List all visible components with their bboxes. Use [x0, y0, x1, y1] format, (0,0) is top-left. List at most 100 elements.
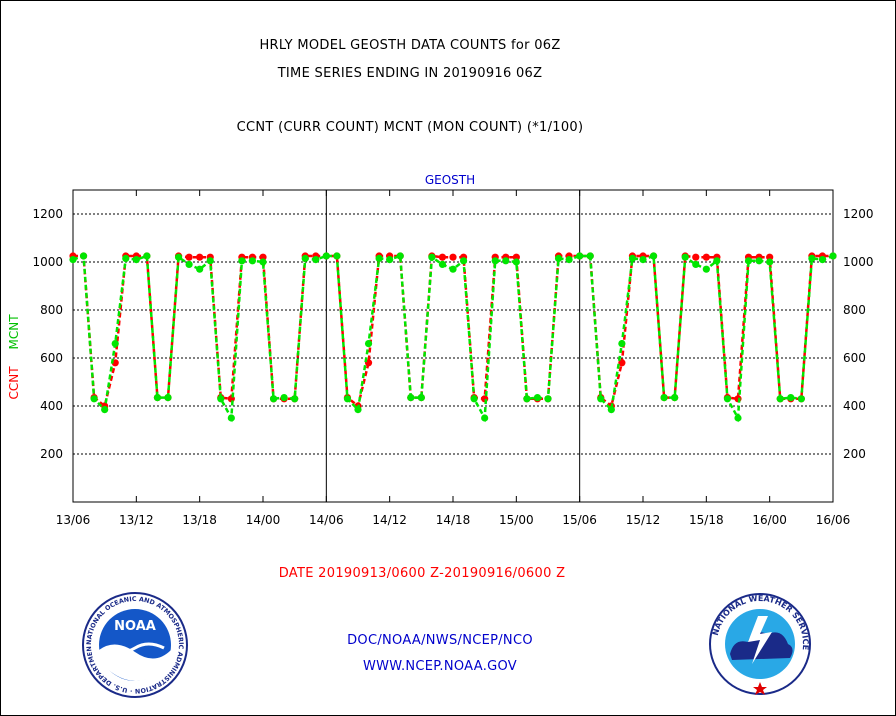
- point-mcnt-16: [238, 257, 246, 265]
- org-path-link[interactable]: DOC/NOAA/NWS/NCEP/NCO: [347, 633, 533, 648]
- point-mcnt-60: [702, 265, 710, 273]
- point-mcnt-57: [671, 394, 679, 402]
- point-mcnt-14: [217, 395, 225, 403]
- series-layer: [69, 252, 837, 423]
- point-mcnt-23: [312, 256, 320, 264]
- point-mcnt-25: [333, 252, 341, 260]
- x-tick-label-12: 16/06: [816, 513, 851, 527]
- point-mcnt-58: [681, 253, 689, 261]
- point-mcnt-46: [554, 254, 563, 262]
- chart-title-line1: HRLY MODEL GEOSTH DATA COUNTS for 06Z: [259, 38, 561, 53]
- date-range-label: DATE 20190913/0600 Z-20190916/0600 Z: [278, 566, 566, 581]
- point-mcnt-50: [597, 395, 605, 403]
- point-mcnt-56: [660, 394, 668, 402]
- point-ccnt-35: [438, 253, 447, 261]
- point-mcnt-28: [364, 340, 373, 348]
- nws-logo: NATIONAL WEATHER SERVICE: [709, 593, 811, 695]
- point-mcnt-62: [723, 395, 732, 403]
- point-mcnt-31: [396, 252, 404, 260]
- x-tick-label-6: 14/18: [436, 513, 471, 527]
- y-tick-label-right-600: 600: [843, 351, 866, 365]
- point-mcnt-37: [459, 257, 468, 265]
- point-mcnt-24: [322, 252, 330, 260]
- point-mcnt-71: [818, 256, 827, 264]
- point-mcnt-8: [153, 394, 162, 402]
- point-mcnt-72: [829, 252, 837, 260]
- point-mcnt-41: [502, 257, 510, 265]
- point-mcnt-35: [438, 260, 447, 268]
- point-mcnt-61: [713, 257, 721, 265]
- x-tick-label-2: 13/18: [182, 513, 217, 527]
- noaa-logo: NATIONAL OCEANIC AND ATMOSPHERIC ADMINIS…: [80, 590, 188, 698]
- tick-label-layer: 200 200 400 400 600 600 800 800 1000 1000 1200 1200…: [32, 207, 873, 527]
- point-mcnt-54: [639, 256, 647, 264]
- point-mcnt-27: [354, 406, 362, 414]
- point-mcnt-13: [206, 257, 214, 265]
- point-ccnt-60: [702, 253, 710, 261]
- point-mcnt-5: [122, 254, 130, 262]
- y-tick-label-left-800: 800: [40, 303, 63, 317]
- point-mcnt-70: [808, 254, 816, 262]
- point-mcnt-38: [470, 395, 478, 403]
- point-mcnt-21: [291, 395, 299, 403]
- x-tick-label-10: 15/18: [689, 513, 724, 527]
- point-mcnt-42: [512, 258, 520, 266]
- point-mcnt-66: [766, 258, 774, 266]
- point-mcnt-20: [280, 394, 288, 402]
- point-mcnt-18: [259, 258, 267, 266]
- point-mcnt-40: [491, 257, 499, 265]
- point-mcnt-34: [428, 253, 436, 261]
- point-mcnt-29: [375, 254, 383, 262]
- point-mcnt-59: [692, 260, 700, 268]
- x-tick-label-4: 14/06: [309, 513, 344, 527]
- point-mcnt-10: [174, 253, 183, 261]
- plot-border: [72, 189, 834, 503]
- point-mcnt-67: [776, 395, 784, 403]
- point-mcnt-69: [797, 395, 805, 403]
- point-mcnt-65: [755, 257, 763, 265]
- y-tick-label-left-400: 400: [40, 399, 63, 413]
- point-mcnt-19: [269, 395, 278, 403]
- point-mcnt-4: [111, 340, 119, 348]
- point-mcnt-15: [227, 414, 235, 422]
- point-mcnt-39: [481, 414, 489, 422]
- grid-layer: [73, 213, 833, 455]
- point-mcnt-3: [101, 406, 109, 414]
- point-mcnt-53: [628, 254, 637, 262]
- point-mcnt-32: [407, 394, 415, 402]
- y-tick-label-right-800: 800: [843, 303, 866, 317]
- x-tick-label-7: 15/00: [499, 513, 534, 527]
- website-link[interactable]: WWW.NCEP.NOAA.GOV: [362, 659, 518, 674]
- x-tick-label-1: 13/12: [119, 513, 154, 527]
- chart-subtitle: CCNT (CURR COUNT) MCNT (MON COUNT) (*1/1…: [236, 120, 584, 135]
- point-ccnt-11: [185, 253, 193, 261]
- chart-title-line2: TIME SERIES ENDING IN 20190916 06Z: [277, 66, 543, 81]
- x-tick-label-3: 14/00: [246, 513, 281, 527]
- panel-label: GEOSTH: [425, 173, 475, 187]
- y-tick-label-right-400: 400: [843, 399, 866, 413]
- point-mcnt-55: [649, 252, 658, 260]
- y-axis-label-mcnt: MCNT: [7, 314, 21, 350]
- x-tick-label-11: 16/00: [752, 513, 787, 527]
- point-mcnt-47: [565, 256, 573, 264]
- point-ccnt-36: [449, 253, 457, 261]
- point-mcnt-48: [576, 252, 584, 260]
- x-tick-label-9: 15/12: [626, 513, 661, 527]
- y-tick-label-left-1000: 1000: [32, 255, 63, 269]
- point-mcnt-0: [69, 256, 77, 264]
- axes-layer: [72, 189, 834, 503]
- x-tick-label-8: 15/06: [562, 513, 597, 527]
- x-tick-label-5: 14/12: [372, 513, 407, 527]
- point-mcnt-11: [185, 260, 193, 268]
- point-mcnt-63: [734, 414, 742, 422]
- y-tick-label-right-1200: 1200: [843, 207, 874, 221]
- y-axis-label-ccnt: CCNT: [7, 366, 21, 400]
- point-mcnt-2: [90, 395, 98, 403]
- series-line-mcnt: [72, 254, 834, 423]
- point-mcnt-51: [607, 406, 615, 414]
- x-tick-label-0: 13/06: [56, 513, 91, 527]
- point-mcnt-30: [386, 256, 394, 264]
- point-mcnt-45: [544, 395, 552, 403]
- point-mcnt-22: [301, 254, 309, 262]
